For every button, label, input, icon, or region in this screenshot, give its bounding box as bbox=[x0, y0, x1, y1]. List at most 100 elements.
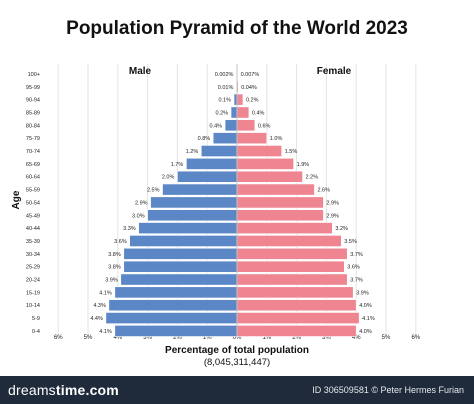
female-bar bbox=[236, 170, 303, 183]
footer-bar: dreamstime.com ID 306509581 © Peter Herm… bbox=[0, 376, 474, 404]
male-value-label: 3.8% bbox=[108, 265, 121, 271]
female-bar bbox=[236, 222, 333, 235]
female-bar bbox=[236, 325, 357, 337]
female-value-label: 2.6% bbox=[317, 188, 330, 194]
female-value-label: 3.5% bbox=[344, 239, 357, 245]
age-group-label: 50-54 bbox=[26, 200, 40, 206]
female-value-label: 4.0% bbox=[359, 329, 372, 335]
female-bar bbox=[236, 260, 345, 273]
x-tick-label: 4% bbox=[352, 335, 361, 341]
male-value-label: 0.01% bbox=[218, 85, 234, 91]
population-pyramid-chart: 6% 5% 4% 3% 2% 1% 0% 1% 2% 3% 4% 5% 6% Percentage of … bbox=[11, 64, 421, 368]
chart-title: Population Pyramid of the World 2023 bbox=[66, 18, 408, 39]
age-group-label: 75-79 bbox=[26, 136, 40, 142]
female-value-label: 3.2% bbox=[335, 226, 348, 232]
female-value-label: 3.9% bbox=[356, 290, 369, 296]
male-bar bbox=[123, 260, 238, 273]
age-group-label: 35-39 bbox=[26, 239, 40, 245]
series-label-female: Female bbox=[317, 66, 352, 77]
female-value-label: 0.6% bbox=[258, 123, 271, 129]
x-axis-sublabel: (8,045,311,447) bbox=[204, 357, 270, 368]
male-value-label: 0.8% bbox=[198, 136, 211, 142]
image-credit: ID 306509581 © Peter Hermes Furian bbox=[312, 385, 464, 395]
female-value-label: 4.1% bbox=[362, 316, 375, 322]
male-value-label: 4.3% bbox=[93, 303, 106, 309]
age-group-label: 80-84 bbox=[26, 123, 40, 129]
male-value-label: 3.3% bbox=[123, 226, 136, 232]
x-tick-label: 1% bbox=[203, 335, 212, 341]
x-tick-label: 3% bbox=[143, 335, 152, 341]
logo-prefix: dreams bbox=[8, 382, 56, 398]
female-value-label: 4.0% bbox=[359, 303, 372, 309]
female-value-label: 0.007% bbox=[241, 72, 260, 78]
female-bar bbox=[236, 209, 324, 222]
female-bar bbox=[236, 286, 354, 299]
female-bar bbox=[236, 119, 256, 132]
male-bar bbox=[200, 145, 238, 157]
female-bar bbox=[236, 312, 360, 324]
male-value-label: 2.5% bbox=[147, 188, 160, 194]
x-axis-label: Percentage of total population bbox=[165, 345, 309, 356]
female-value-label: 3.6% bbox=[347, 265, 360, 271]
female-value-label: 2.9% bbox=[326, 213, 339, 219]
age-group-label: 45-49 bbox=[26, 213, 40, 219]
age-group-label: 90-94 bbox=[26, 98, 40, 104]
male-bar bbox=[186, 157, 238, 170]
male-value-label: 4.1% bbox=[99, 329, 112, 335]
male-bar bbox=[114, 325, 238, 337]
male-bar bbox=[150, 196, 238, 209]
age-group-label: 70-74 bbox=[26, 149, 40, 155]
age-group-label: 25-29 bbox=[26, 265, 40, 271]
male-bar bbox=[138, 222, 238, 235]
male-bar bbox=[162, 183, 238, 196]
male-bar bbox=[114, 286, 238, 299]
male-value-label: 3.6% bbox=[114, 239, 127, 245]
male-value-label: 3.9% bbox=[105, 278, 118, 284]
male-value-label: 1.7% bbox=[171, 162, 184, 168]
male-value-label: 4.4% bbox=[90, 316, 103, 322]
female-bar bbox=[236, 183, 315, 196]
male-value-label: 0.2% bbox=[215, 110, 228, 116]
age-group-label: 95-99 bbox=[26, 85, 40, 91]
x-tick-label: 0% bbox=[233, 335, 242, 341]
female-bar bbox=[236, 273, 348, 286]
male-value-label: 2.0% bbox=[162, 175, 175, 181]
female-bar bbox=[236, 145, 283, 157]
y-axis-label: Age bbox=[11, 190, 22, 209]
male-value-label: 0.002% bbox=[215, 72, 234, 78]
x-tick-label: 2% bbox=[173, 335, 182, 341]
x-tick-label: 6% bbox=[54, 335, 63, 341]
female-value-label: 3.7% bbox=[350, 252, 363, 258]
male-value-label: 0.1% bbox=[218, 98, 231, 104]
male-bar bbox=[230, 106, 238, 119]
x-tick-label: 5% bbox=[84, 335, 93, 341]
male-value-label: 2.9% bbox=[135, 200, 148, 206]
series-label-male: Male bbox=[129, 66, 152, 77]
female-bar bbox=[236, 247, 348, 260]
male-value-label: 4.1% bbox=[99, 290, 112, 296]
male-bar bbox=[129, 235, 238, 247]
female-value-label: 0.4% bbox=[252, 110, 265, 116]
female-value-label: 2.9% bbox=[326, 200, 339, 206]
age-group-label: 85-89 bbox=[26, 110, 40, 116]
female-bar bbox=[236, 235, 342, 247]
female-value-label: 0.2% bbox=[246, 98, 259, 104]
x-tick-label: 2% bbox=[292, 335, 301, 341]
female-value-label: 1.9% bbox=[297, 162, 310, 168]
male-bar bbox=[105, 312, 238, 324]
male-bar bbox=[123, 247, 238, 260]
male-bar bbox=[120, 273, 238, 286]
male-bar bbox=[177, 170, 238, 183]
male-bar bbox=[108, 299, 238, 312]
female-value-label: 1.5% bbox=[285, 149, 298, 155]
female-bar bbox=[236, 106, 250, 119]
age-group-label: 40-44 bbox=[26, 226, 40, 232]
age-group-label: 20-24 bbox=[26, 278, 40, 284]
female-bar bbox=[236, 157, 294, 170]
female-value-label: 3.7% bbox=[350, 278, 363, 284]
female-bar bbox=[236, 132, 268, 145]
age-group-label: 30-34 bbox=[26, 252, 40, 258]
male-value-label: 0.4% bbox=[210, 123, 223, 129]
male-bar bbox=[224, 119, 238, 132]
female-value-label: 1.0% bbox=[270, 136, 283, 142]
